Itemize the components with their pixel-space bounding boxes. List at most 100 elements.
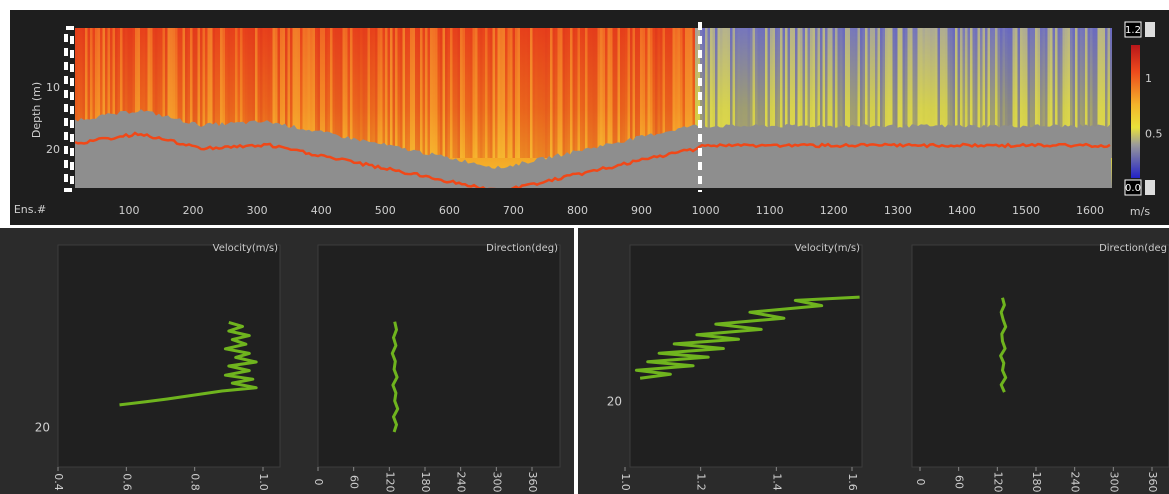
x-tick-label: 1.2 bbox=[695, 473, 708, 491]
x-tick-label: 1000 bbox=[692, 204, 720, 217]
heatmap-stripe bbox=[410, 28, 413, 158]
heatmap-stripe bbox=[498, 28, 501, 158]
x-tick-label: 360 bbox=[526, 472, 539, 493]
heatmap-stripe bbox=[363, 28, 366, 158]
plot-title: Velocity(m/s) bbox=[213, 243, 278, 254]
plot-area bbox=[318, 245, 560, 467]
x-tick-label: 240 bbox=[455, 472, 468, 493]
x-tick-label: 120 bbox=[383, 472, 396, 493]
heatmap-stripe bbox=[428, 28, 431, 158]
app-window: 1.2 0.0 m/s Ens.# Depth (m) 100200300400… bbox=[0, 0, 1169, 494]
heatmap-stripe bbox=[545, 28, 548, 158]
heatmap-stripe bbox=[425, 28, 428, 158]
x-tick-label: 180 bbox=[419, 472, 432, 493]
heatmap-stripe bbox=[510, 28, 513, 158]
heatmap-stripe bbox=[525, 28, 528, 158]
heatmap-stripe bbox=[463, 28, 466, 158]
plot-title: Direction(deg) bbox=[486, 243, 558, 254]
heatmap-stripe bbox=[558, 28, 561, 158]
heatmap-stripe bbox=[368, 28, 371, 158]
colorbar-tick-label: 1 bbox=[1145, 72, 1152, 85]
max-value: 1.2 bbox=[1125, 25, 1141, 36]
heatmap-stripe bbox=[565, 28, 568, 158]
x-tick-label: 0 bbox=[312, 479, 325, 486]
min-value: 0.0 bbox=[1125, 183, 1141, 194]
heatmap-stripe bbox=[403, 28, 406, 158]
heatmap-stripe bbox=[493, 28, 496, 158]
heatmap-stripe bbox=[413, 28, 416, 158]
heatmap-stripe bbox=[488, 28, 491, 158]
heatmap-stripe bbox=[420, 28, 423, 158]
heatmap-stripe bbox=[560, 28, 563, 158]
x-axis-label: Ens.# bbox=[14, 203, 46, 216]
heatmap-stripe bbox=[418, 28, 421, 158]
heatmap-stripe bbox=[483, 28, 486, 158]
x-tick-label: 200 bbox=[183, 204, 204, 217]
heatmap-stripe bbox=[350, 28, 353, 158]
heatmap-stripe bbox=[598, 28, 601, 158]
x-tick-label: 0.8 bbox=[189, 473, 202, 491]
heatmap-stripe bbox=[475, 28, 478, 158]
heatmap-stripe bbox=[438, 28, 441, 158]
heatmap bbox=[75, 28, 1113, 191]
heatmap-stripe bbox=[530, 28, 533, 158]
plot-area bbox=[912, 245, 1169, 467]
heatmap-stripe bbox=[450, 28, 453, 158]
heatmap-stripe bbox=[618, 28, 621, 158]
x-tick-label: 500 bbox=[375, 204, 396, 217]
heatmap-stripe bbox=[570, 28, 573, 158]
heatmap-stripe bbox=[520, 28, 523, 158]
plot-area bbox=[58, 245, 280, 467]
heatmap-stripe bbox=[433, 28, 436, 158]
x-tick-label: 800 bbox=[567, 204, 588, 217]
heatmap-stripe bbox=[540, 28, 543, 158]
heatmap-stripe bbox=[465, 28, 468, 158]
heatmap-stripe bbox=[468, 28, 471, 158]
heatmap-stripe bbox=[393, 28, 396, 158]
heatmap-stripe bbox=[448, 28, 451, 158]
heatmap-stripe bbox=[515, 28, 518, 158]
heatmap-stripe bbox=[395, 28, 398, 158]
heatmap-stripe bbox=[535, 28, 538, 158]
heatmap-stripe bbox=[543, 28, 546, 158]
heatmap-stripe bbox=[440, 28, 443, 158]
x-tick-label: 240 bbox=[1069, 472, 1082, 493]
heatmap-stripe bbox=[375, 28, 378, 158]
heatmap-stripe bbox=[603, 28, 606, 158]
plot-title: Direction(deg bbox=[1099, 243, 1167, 254]
heatmap-stripe bbox=[573, 28, 576, 158]
heatmap-stripe bbox=[385, 28, 388, 158]
plot-title: Velocity(m/s) bbox=[795, 243, 860, 254]
heatmap-stripe bbox=[360, 28, 363, 158]
heatmap-stripe bbox=[528, 28, 531, 158]
heatmap-stripe bbox=[508, 28, 511, 158]
heatmap-stripe bbox=[373, 28, 376, 158]
x-tick-label: 60 bbox=[953, 475, 966, 489]
heatmap-stripe bbox=[563, 28, 566, 158]
x-tick-label: 300 bbox=[247, 204, 268, 217]
heatmap-stripe bbox=[615, 28, 618, 158]
heatmap-stripe bbox=[625, 28, 628, 158]
heatmap-stripe bbox=[588, 28, 591, 158]
max-spinner[interactable] bbox=[1145, 22, 1155, 37]
x-tick-label: 1100 bbox=[756, 204, 784, 217]
plot-area bbox=[630, 245, 862, 467]
heatmap-stripe bbox=[458, 28, 461, 158]
heatmap-stripe bbox=[538, 28, 541, 158]
heatmap-stripe bbox=[455, 28, 458, 158]
min-spinner[interactable] bbox=[1145, 180, 1155, 195]
heatmap-stripe bbox=[365, 28, 368, 158]
y-tick-label: 20 bbox=[607, 395, 622, 409]
heatmap-stripe bbox=[600, 28, 603, 158]
heatmap-stripe bbox=[358, 28, 361, 158]
x-tick-label: 700 bbox=[503, 204, 524, 217]
heatmap-stripe bbox=[453, 28, 456, 158]
heatmap-stripe bbox=[480, 28, 483, 158]
heatmap-stripe bbox=[408, 28, 411, 158]
heatmap-stripe bbox=[388, 28, 391, 158]
x-tick-label: 0.4 bbox=[52, 473, 65, 491]
heatmap-stripe bbox=[405, 28, 408, 158]
heatmap-stripe bbox=[533, 28, 536, 158]
heatmap-stripe bbox=[430, 28, 433, 158]
heatmap-stripe bbox=[610, 28, 613, 158]
